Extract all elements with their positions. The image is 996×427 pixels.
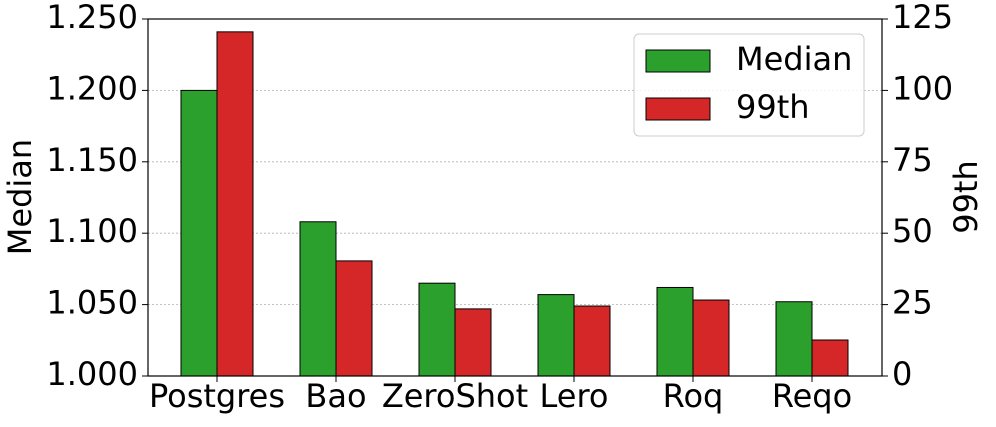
y-tick-label: 1.100 xyxy=(46,212,138,250)
bar xyxy=(573,305,611,377)
legend-label: 99th xyxy=(736,88,810,126)
bar xyxy=(537,294,575,377)
bar xyxy=(180,89,218,377)
y2-tick-label: 75 xyxy=(892,141,933,179)
x-tick-label: Reqo xyxy=(772,377,852,415)
bar xyxy=(775,301,813,377)
y2-tick-label: 125 xyxy=(892,0,953,36)
bar xyxy=(811,339,849,377)
x-tick-label: Lero xyxy=(540,377,609,415)
y2-tick-label: 100 xyxy=(892,69,953,107)
y2-axis-label: 99th xyxy=(947,160,985,234)
bar xyxy=(299,221,337,377)
legend-label: Median xyxy=(736,40,852,78)
plot-frame xyxy=(147,18,883,377)
bar xyxy=(418,282,456,377)
bar xyxy=(454,308,492,377)
y-tick-label: 1.250 xyxy=(46,0,138,36)
y-tick-label: 1.050 xyxy=(46,284,138,322)
x-tick-label: Bao xyxy=(305,377,366,415)
y-tick-label: 1.200 xyxy=(46,69,138,107)
bar xyxy=(335,260,373,377)
legend-swatch xyxy=(645,49,711,73)
y2-tick-label: 50 xyxy=(892,212,933,250)
bar xyxy=(656,286,694,377)
y-axis-label: Median xyxy=(1,139,39,255)
y2-tick-label: 25 xyxy=(892,284,933,322)
legend-swatch xyxy=(645,97,711,121)
x-tick-label: Postgres xyxy=(149,377,285,415)
bar xyxy=(216,31,254,377)
y2-tick-label: 0 xyxy=(892,355,912,393)
x-tick-label: Roq xyxy=(663,377,724,415)
bar xyxy=(692,299,730,377)
x-tick-label: ZeroShot xyxy=(382,377,528,415)
y-tick-label: 1.150 xyxy=(46,141,138,179)
y-tick-label: 1.000 xyxy=(46,355,138,393)
